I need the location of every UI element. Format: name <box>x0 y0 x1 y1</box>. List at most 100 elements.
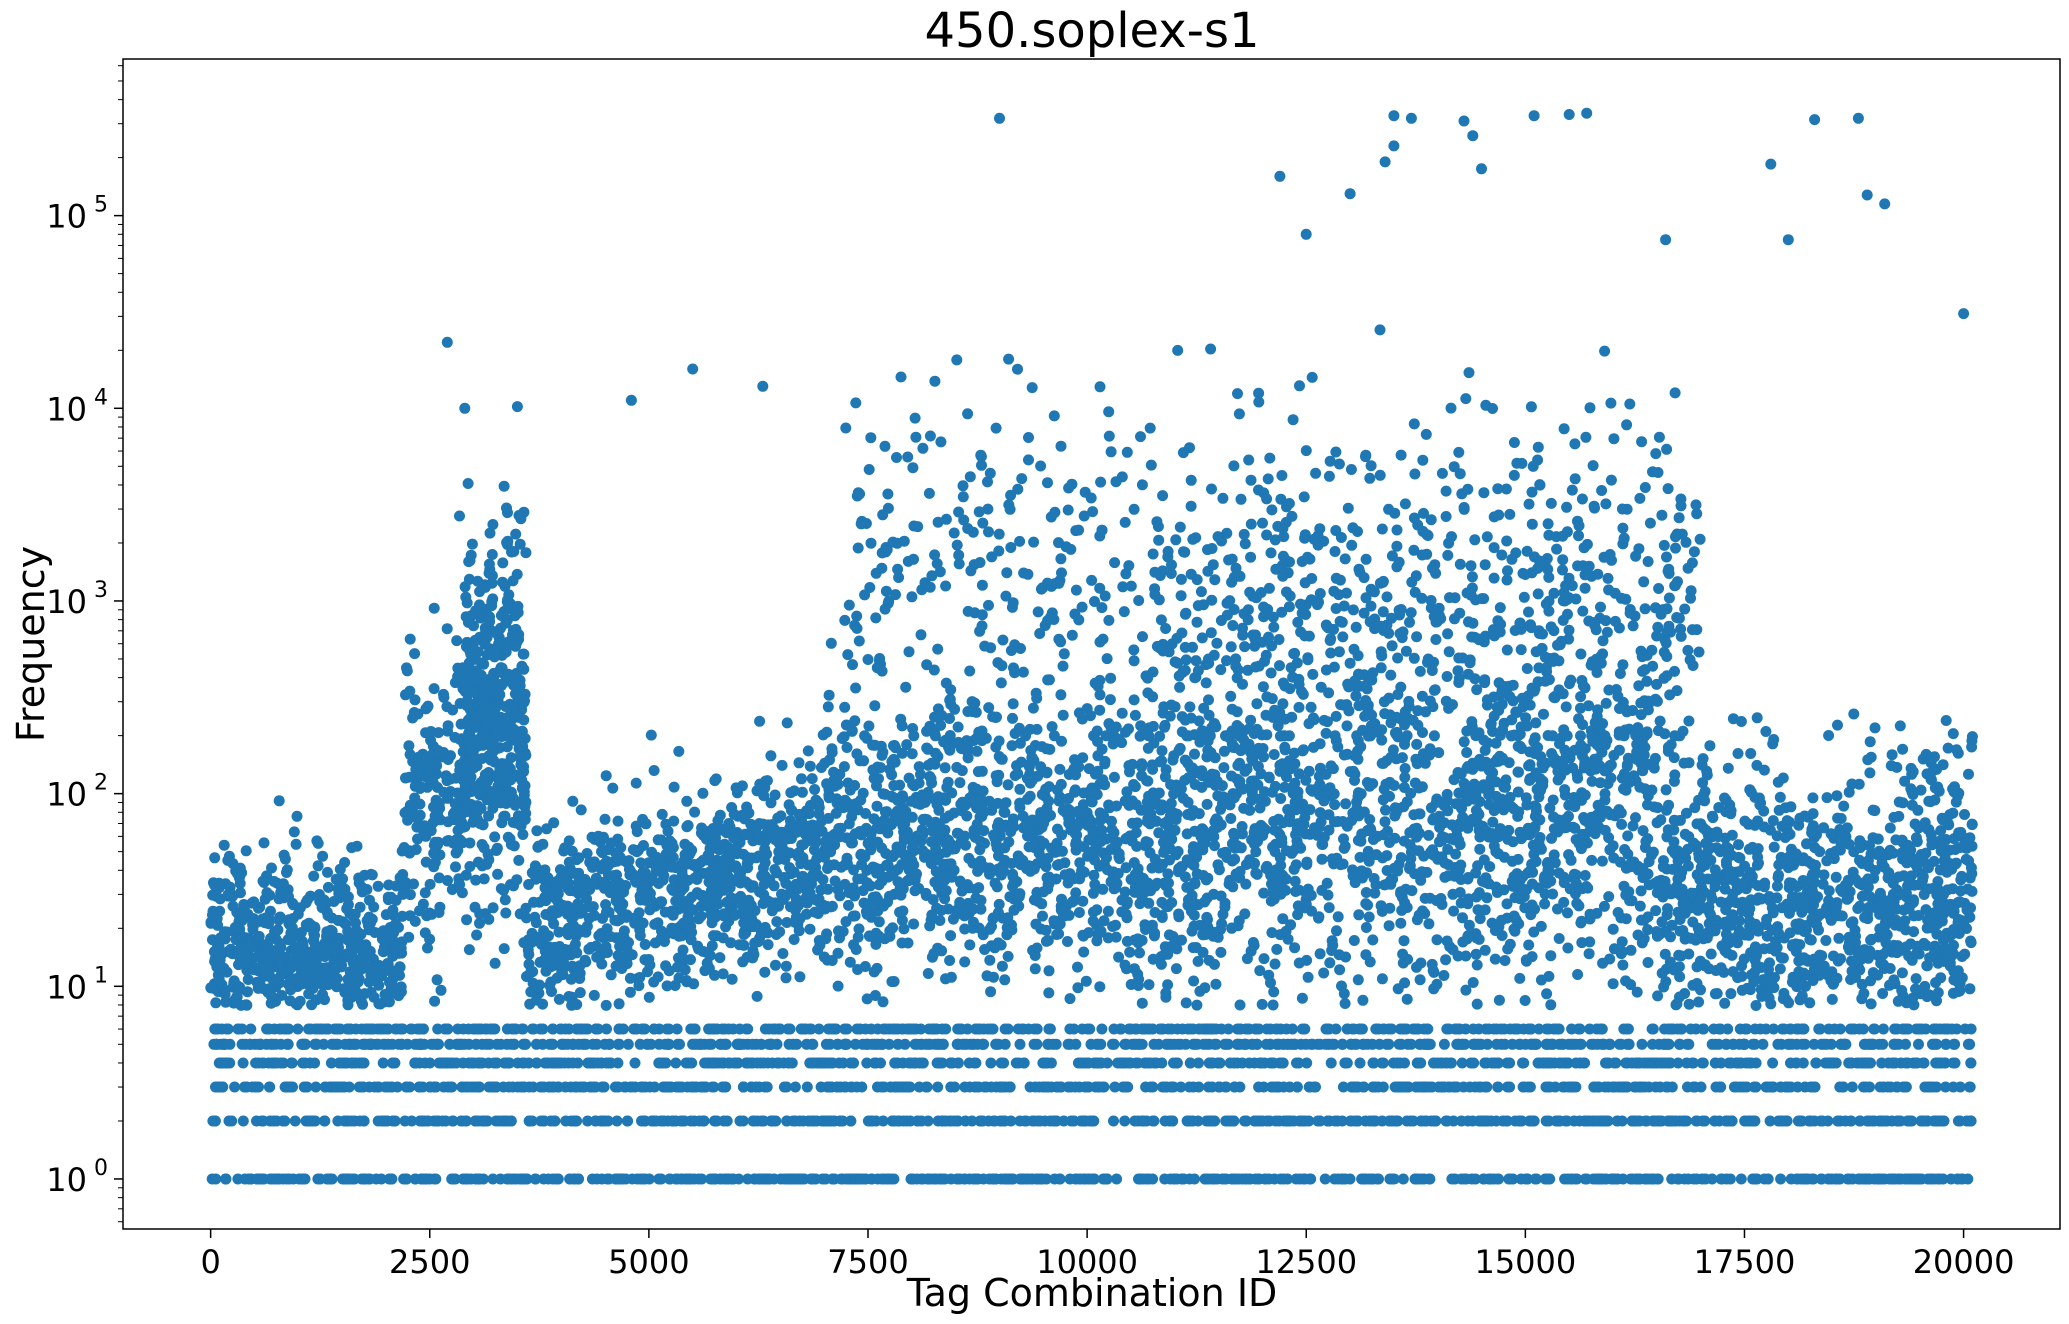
scatter-point <box>1910 832 1922 844</box>
scatter-point <box>314 1173 326 1185</box>
scatter-point <box>591 1173 603 1185</box>
scatter-point <box>936 1057 948 1069</box>
scatter-point <box>670 1057 682 1069</box>
scatter-point <box>518 1081 530 1093</box>
scatter-point <box>1618 1023 1630 1035</box>
scatter-point <box>929 1173 941 1185</box>
scatter-point <box>1541 1038 1553 1050</box>
scatter-point <box>831 1081 843 1093</box>
scatter-point <box>1553 1057 1565 1069</box>
scatter-point <box>1184 1057 1196 1069</box>
scatter-point <box>952 1038 964 1050</box>
scatter-point <box>1781 1115 1793 1127</box>
scatter-point <box>1419 1115 1431 1127</box>
scatter-point <box>1691 978 1703 989</box>
scatter-point <box>1423 1173 1435 1185</box>
scatter-point <box>959 1081 971 1093</box>
scatter-point <box>237 1057 249 1069</box>
scatter-point <box>959 1173 971 1185</box>
scatter-point <box>358 1057 370 1069</box>
scatter-point <box>523 1057 535 1069</box>
scatter-point <box>309 1057 321 1069</box>
scatter-point <box>796 773 807 785</box>
scatter-point <box>1042 1081 1054 1093</box>
scatter-point <box>1119 1115 1131 1127</box>
scatter-point <box>410 1057 422 1069</box>
scatter-point <box>851 1023 863 1035</box>
scatter-point <box>766 1038 778 1050</box>
scatter-point <box>602 1115 614 1127</box>
scatter-point <box>1208 1173 1220 1185</box>
scatter-point <box>491 1038 503 1050</box>
scatter-point <box>356 1081 367 1093</box>
scatter-point <box>288 826 300 838</box>
scatter-point <box>571 1115 583 1127</box>
scatter-point <box>1062 1038 1074 1050</box>
scatter-point <box>801 1038 813 1050</box>
scatter-point <box>1461 747 1473 758</box>
scatter-point <box>1952 1173 1964 1185</box>
scatter-point <box>1806 1173 1818 1185</box>
scatter-point <box>1064 1023 1076 1035</box>
scatter-point <box>1398 1023 1410 1035</box>
scatter-point <box>1043 1023 1055 1035</box>
scatter-point <box>764 1173 776 1185</box>
scatter-point <box>1672 1057 1684 1069</box>
scatter-point <box>959 1115 971 1127</box>
scatter-point <box>414 1081 426 1093</box>
scatter-point <box>1584 1023 1596 1035</box>
scatter-point <box>1147 1173 1159 1185</box>
scatter-point <box>1226 1115 1238 1127</box>
scatter-point <box>1964 983 1976 995</box>
scatter-point <box>863 720 875 732</box>
scatter-point <box>209 1115 221 1127</box>
scatter-point <box>1357 1038 1369 1050</box>
scatter-point <box>1616 1081 1628 1093</box>
scatter-point <box>551 1057 563 1069</box>
scatter-point <box>1854 1115 1866 1127</box>
scatter-point <box>1249 1115 1261 1127</box>
scatter-point <box>1360 898 1372 910</box>
scatter-point <box>579 1023 591 1035</box>
scatter-point <box>653 1057 665 1069</box>
scatter-point <box>1332 1115 1344 1127</box>
scatter-point <box>1108 1115 1119 1127</box>
scatter-point <box>1352 1115 1364 1127</box>
scatter-point <box>1096 1023 1108 1035</box>
scatter-point <box>351 840 363 852</box>
scatter-point <box>1337 1081 1349 1093</box>
scatter-point <box>1319 1173 1331 1185</box>
scatter-point <box>1660 784 1672 796</box>
scatter-point <box>548 1081 559 1093</box>
scatter-point <box>1293 1115 1305 1127</box>
scatter-point <box>411 1038 423 1050</box>
scatter-point <box>1038 1057 1050 1069</box>
scatter-point <box>1244 1173 1256 1185</box>
scatter-point <box>1700 1173 1711 1185</box>
scatter-point <box>1479 1057 1491 1069</box>
scatter-point <box>1220 1081 1232 1093</box>
scatter-point <box>751 990 763 1002</box>
scatter-point <box>727 1173 739 1185</box>
scatter-point <box>1768 1023 1780 1035</box>
scatter-point <box>853 923 865 935</box>
scatter-point <box>1879 1115 1891 1127</box>
scatter-point <box>671 1173 683 1185</box>
scatter-point <box>1823 730 1835 741</box>
scatter-point <box>1471 998 1483 1010</box>
scatter-point <box>1401 993 1413 1005</box>
scatter-point <box>573 1038 584 1050</box>
scatter-point <box>1260 1038 1272 1050</box>
scatter-point <box>1492 1081 1504 1093</box>
scatter-point <box>1014 1038 1026 1050</box>
scatter-point <box>539 1057 551 1069</box>
scatter-point <box>1900 1081 1912 1093</box>
scatter-point <box>1322 1115 1334 1127</box>
scatter-point <box>896 937 908 949</box>
scatter-point <box>806 1057 818 1069</box>
scatter-point <box>1222 1023 1234 1035</box>
scatter-point <box>889 1115 901 1127</box>
scatter-point <box>300 1038 311 1050</box>
scatter-point <box>1565 1038 1577 1050</box>
scatter-point <box>221 1023 233 1035</box>
